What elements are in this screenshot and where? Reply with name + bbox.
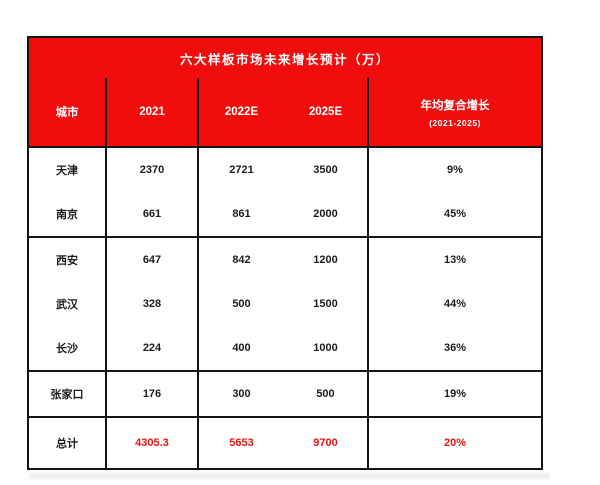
cell-2025e: 1200 (284, 238, 369, 282)
column-header-2021: 2021 (107, 78, 199, 146)
cell-2025e: 2000 (284, 192, 369, 236)
row-group-2: 西安 647 842 1200 13% 武汉 328 500 1500 44% … (29, 238, 541, 372)
cell-total-2021: 4305.3 (107, 418, 199, 468)
cell-2025e: 1000 (284, 326, 369, 370)
cell-2022e: 500 (232, 298, 251, 310)
bottom-shadow-artifact (30, 474, 550, 478)
table-header-block: 六大样板市场未来增长预计（万） 城市 2021 2022E 2025E 年均复合… (29, 38, 541, 148)
cell-2021: 647 (107, 238, 199, 282)
cell-cagr: 9% (447, 164, 463, 176)
column-header-row: 城市 2021 2022E 2025E 年均复合增长 (2021-2025) (29, 78, 541, 146)
forecast-table: 六大样板市场未来增长预计（万） 城市 2021 2022E 2025E 年均复合… (27, 36, 543, 470)
column-header-2022e: 2022E (224, 106, 259, 118)
table-title-band: 六大样板市场未来增长预计（万） (29, 38, 541, 78)
table-row: 天津 2370 2721 3500 9% (29, 148, 541, 192)
cell-city: 西安 (29, 238, 107, 282)
cell-city: 长沙 (29, 326, 107, 370)
table-row: 西安 647 842 1200 13% (29, 238, 541, 282)
total-row-group: 总计 4305.3 5653 9700 20% (29, 418, 541, 468)
table-row: 长沙 224 400 1000 36% (29, 326, 541, 370)
cell-2022e: 861 (232, 208, 251, 220)
cell-cagr: 19% (443, 388, 467, 400)
table-row: 张家口 176 300 500 19% (29, 372, 541, 416)
cell-cagr: 36% (443, 342, 467, 354)
column-header-city: 城市 (29, 78, 107, 146)
cell-2021: 176 (107, 372, 199, 416)
cell-2021: 2370 (107, 148, 199, 192)
column-header-cagr-range: (2021-2025) (429, 117, 481, 128)
cell-city: 天津 (29, 148, 107, 192)
cell-2025e: 500 (284, 372, 369, 416)
cell-cagr: 44% (443, 298, 467, 310)
table-row: 南京 661 861 2000 45% (29, 192, 541, 236)
table-row: 武汉 328 500 1500 44% (29, 282, 541, 326)
row-group-3: 张家口 176 300 500 19% (29, 372, 541, 418)
column-header-cagr: 年均复合增长 (2021-2025) (369, 78, 541, 146)
cell-2022e: 300 (232, 388, 251, 400)
cell-cagr: 13% (443, 254, 467, 266)
cell-2021: 328 (107, 282, 199, 326)
cell-2022e: 2721 (229, 164, 254, 176)
cell-city: 南京 (29, 192, 107, 236)
cell-total-label: 总计 (29, 418, 107, 468)
cell-2025e: 3500 (284, 148, 369, 192)
cell-2021: 661 (107, 192, 199, 236)
column-header-2025e: 2025E (284, 78, 369, 146)
cell-2022e: 400 (232, 342, 251, 354)
cell-total-cagr: 20% (443, 437, 467, 449)
cell-2025e: 1500 (284, 282, 369, 326)
cell-city: 武汉 (29, 282, 107, 326)
cell-cagr: 45% (443, 208, 467, 220)
cell-2022e: 842 (232, 254, 251, 266)
row-group-1: 天津 2370 2721 3500 9% 南京 661 861 2000 45% (29, 148, 541, 238)
cell-total-2022e: 5653 (229, 437, 254, 449)
column-header-cagr-label: 年均复合增长 (420, 99, 490, 112)
cell-total-2025e: 9700 (284, 418, 369, 468)
table-title: 六大样板市场未来增长预计（万） (179, 52, 390, 67)
total-row: 总计 4305.3 5653 9700 20% (29, 418, 541, 468)
cell-2021: 224 (107, 326, 199, 370)
cell-city: 张家口 (29, 372, 107, 416)
